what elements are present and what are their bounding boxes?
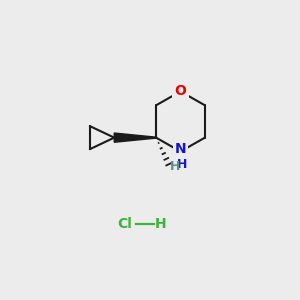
Text: N: N — [175, 142, 186, 156]
Text: H: H — [170, 160, 180, 172]
Text: H: H — [155, 217, 167, 231]
Text: H: H — [176, 158, 187, 171]
Text: O: O — [175, 84, 186, 98]
Polygon shape — [114, 133, 156, 142]
Text: Cl: Cl — [117, 217, 132, 231]
